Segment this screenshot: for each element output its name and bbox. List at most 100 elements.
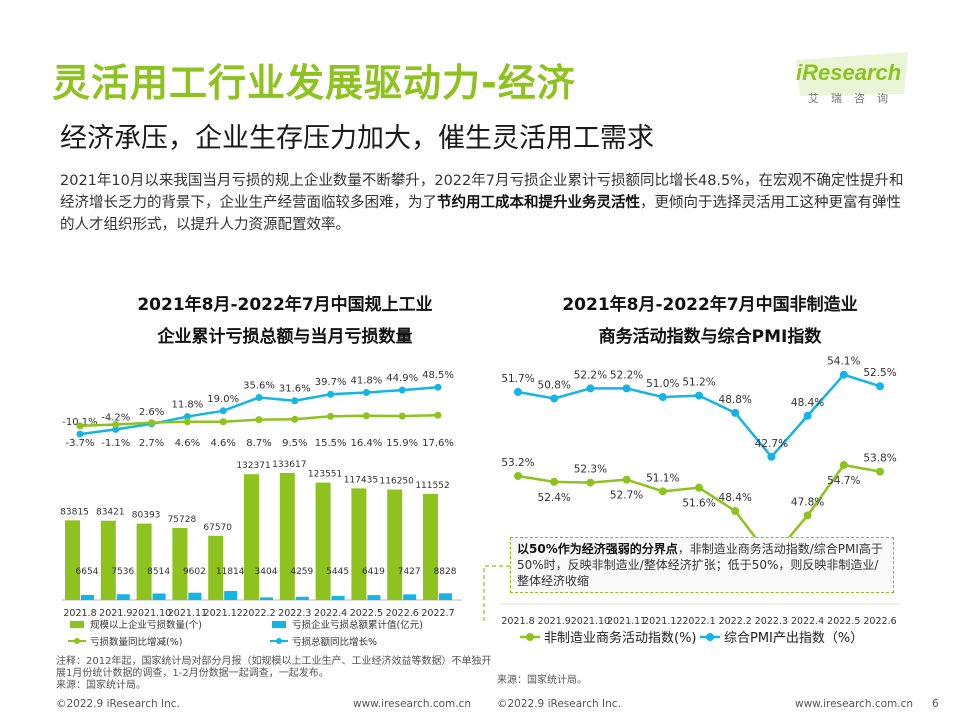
loss-amount-bar bbox=[367, 595, 381, 600]
left-chart-title-line2: 企业累计亏损总额与当月亏损数量 bbox=[157, 327, 413, 347]
nonmfg-label: 47.8% bbox=[791, 496, 824, 508]
pmi-label: 52.5% bbox=[863, 367, 896, 379]
loss-amount-bar bbox=[116, 594, 130, 600]
loss-amount-growth-dot bbox=[291, 397, 299, 405]
loss-amount-bar bbox=[260, 597, 273, 600]
loss-count-growth-label: 17.6% bbox=[422, 438, 454, 449]
loss-amount-growth-label: 41.8% bbox=[351, 376, 383, 387]
pmi-label: 54.1% bbox=[827, 356, 860, 368]
nonmfg-dot bbox=[839, 461, 848, 470]
callout-bold: 以50%作为经济强弱的分界点 bbox=[517, 542, 678, 556]
loss-count-bar bbox=[387, 489, 403, 600]
nonmfg-label: 54.7% bbox=[827, 475, 860, 487]
loss-count-growth-label: 15.5% bbox=[315, 438, 347, 449]
loss-amount-bar bbox=[439, 593, 452, 600]
pmi-dot bbox=[658, 393, 667, 402]
x-tick-label: 2022.2 bbox=[719, 616, 752, 627]
page-number: 6 bbox=[932, 698, 939, 710]
loss-count-growth-dot bbox=[76, 422, 84, 430]
loss-count-bar bbox=[208, 535, 224, 600]
loss-count-growth-dot bbox=[291, 415, 299, 423]
pmi-label: 51.2% bbox=[682, 377, 715, 389]
legend-label: 规模以上企业亏损数量(个) bbox=[90, 619, 202, 631]
nonmfg-label: 52.7% bbox=[610, 490, 643, 502]
left-chart-title: 2021年8月-2022年7月中国规上工业 企业累计亏损总额与当月亏损数量 bbox=[70, 289, 500, 353]
nonmfg-label: 53.8% bbox=[863, 453, 896, 465]
pmi-dot bbox=[514, 388, 522, 396]
x-tick-label: 2021.11 bbox=[168, 608, 207, 619]
legend-label: 亏损数量同比增减(%) bbox=[90, 636, 182, 648]
x-tick-label: 2021.10 bbox=[132, 608, 171, 619]
loss-count-bar bbox=[172, 528, 188, 600]
pmi-dot bbox=[767, 452, 776, 461]
loss-amount-growth-label: 48.5% bbox=[422, 370, 454, 381]
legend-swatch bbox=[272, 621, 286, 628]
x-tick-label: 2022.3 bbox=[278, 608, 311, 619]
loss-count-growth-dot bbox=[362, 412, 370, 420]
loss-count-growth-label: 8.7% bbox=[246, 438, 271, 449]
intro-paragraph: 2021年10月以来我国当月亏损的规上企业数量不断攀升，2022年7月亏损企业累… bbox=[60, 170, 910, 236]
loss-amount-label: 5445 bbox=[326, 567, 349, 577]
x-tick-label: 2022.4 bbox=[791, 616, 824, 627]
loss-amount-bar bbox=[152, 593, 166, 600]
threshold-callout: 以50%作为经济强弱的分界点，非制造业商务活动指数/综合PMI高于50%时，反映… bbox=[510, 537, 894, 593]
loss-count-growth-label: 4.6% bbox=[210, 438, 235, 449]
loss-amount-growth-label: 19.0% bbox=[207, 394, 239, 405]
loss-amount-growth-label: 11.8% bbox=[172, 400, 204, 411]
callout-text: ，非制造业商务活动指数/综合PMI高于50%时，反映非制造业/整体经济扩张；低于… bbox=[517, 542, 883, 588]
pmi-label: 48.4% bbox=[791, 397, 824, 409]
intro-text-post: ，更倾向于选择灵活用工这种更富有弹性的人才组织形式，以提升人力资源配置效率。 bbox=[60, 195, 901, 233]
pmi-label: 48.8% bbox=[719, 394, 752, 406]
x-tick-label: 2021.10 bbox=[571, 616, 610, 627]
pmi-dot bbox=[839, 370, 848, 379]
nonmfg-label: 53.2% bbox=[501, 457, 534, 469]
nonmfg-label: 51.1% bbox=[646, 472, 679, 484]
page-subtitle: 经济承压，企业生存压力加大，催生灵活用工需求 bbox=[60, 123, 654, 154]
loss-count-label: 83815 bbox=[60, 507, 89, 517]
nonmfg-label: 52.3% bbox=[574, 464, 607, 476]
loss-amount-growth-label: 44.9% bbox=[386, 373, 418, 384]
x-tick-label: 2022.1 bbox=[682, 616, 715, 627]
pmi-label: 42.7% bbox=[755, 438, 788, 450]
loss-amount-growth-dot bbox=[434, 383, 442, 391]
loss-amount-growth-label: -4.2% bbox=[101, 412, 130, 423]
loss-count-label: 83421 bbox=[96, 508, 125, 518]
pmi-dot bbox=[803, 411, 812, 420]
x-tick-label: 2021.8 bbox=[63, 608, 96, 619]
pmi-label: 52.2% bbox=[610, 369, 643, 381]
loss-count-growth-dot bbox=[434, 411, 442, 419]
loss-amount-growth-dot bbox=[255, 394, 263, 402]
loss-amount-label: 3404 bbox=[255, 567, 278, 577]
nonmfg-dot bbox=[550, 477, 559, 486]
loss-count-growth-dot bbox=[327, 412, 335, 420]
legend-swatch-dot bbox=[706, 633, 714, 641]
x-tick-label: 2022.4 bbox=[314, 608, 347, 619]
loss-amount-label: 8514 bbox=[147, 567, 170, 577]
loss-count-growth-dot bbox=[112, 421, 120, 429]
x-tick-label: 2022.5 bbox=[827, 616, 860, 627]
nonmfg-dot bbox=[586, 478, 595, 487]
loss-amount-label: 11814 bbox=[216, 567, 245, 577]
nonmfg-dot bbox=[803, 511, 812, 520]
x-tick-label: 2022.5 bbox=[350, 608, 383, 619]
pmi-label: 51.7% bbox=[501, 373, 534, 385]
right-chart-title: 2021年8月-2022年7月中国非制造业 商务活动指数与综合PMI指数 bbox=[500, 289, 920, 353]
right-source-text: 来源：国家统计局。 bbox=[497, 675, 587, 686]
x-tick-label: 2022.6 bbox=[863, 616, 896, 627]
loss-count-growth-dot bbox=[398, 412, 406, 420]
pmi-label: 51.0% bbox=[646, 378, 679, 390]
x-tick-label: 2022.7 bbox=[421, 608, 454, 619]
loss-count-bar bbox=[136, 523, 152, 600]
loss-amount-label: 7427 bbox=[398, 567, 421, 577]
loss-count-growth-label: 15.9% bbox=[386, 438, 418, 449]
legend-swatch-dot bbox=[74, 638, 80, 644]
loss-count-bar bbox=[100, 520, 116, 600]
loss-amount-growth-dot bbox=[219, 407, 227, 415]
loss-amount-growth-dot bbox=[362, 389, 370, 397]
legend-swatch bbox=[70, 621, 84, 628]
loss-count-label: 117435 bbox=[344, 475, 378, 485]
loss-amount-bar bbox=[403, 594, 417, 600]
callout-connector bbox=[483, 565, 510, 624]
nonmfg-label: 48.4% bbox=[719, 492, 752, 504]
